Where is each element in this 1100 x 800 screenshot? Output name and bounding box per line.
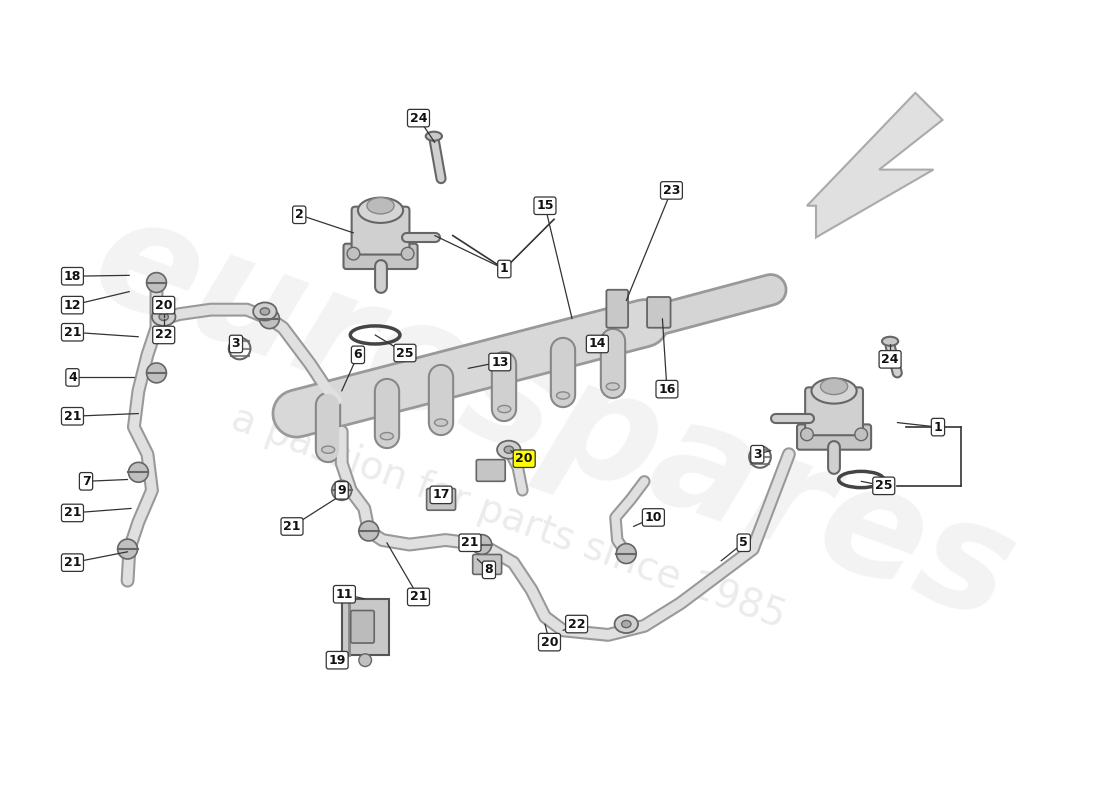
Polygon shape — [807, 93, 943, 238]
Text: 4: 4 — [68, 371, 77, 384]
Text: 22: 22 — [155, 329, 173, 342]
Text: 22: 22 — [568, 618, 585, 630]
Ellipse shape — [615, 615, 638, 633]
Ellipse shape — [152, 308, 176, 326]
Ellipse shape — [497, 441, 520, 458]
FancyBboxPatch shape — [342, 598, 388, 654]
Text: 25: 25 — [396, 346, 414, 359]
Text: 24: 24 — [881, 353, 899, 366]
FancyBboxPatch shape — [351, 610, 374, 643]
Circle shape — [855, 428, 868, 441]
Circle shape — [118, 539, 138, 559]
Text: 25: 25 — [874, 479, 892, 492]
Text: 23: 23 — [663, 184, 680, 197]
Text: 20: 20 — [155, 298, 173, 312]
Text: 8: 8 — [485, 563, 493, 576]
Ellipse shape — [261, 308, 270, 315]
Circle shape — [146, 273, 166, 293]
Text: 16: 16 — [658, 382, 675, 396]
Text: 15: 15 — [536, 199, 553, 212]
Ellipse shape — [358, 198, 403, 223]
Ellipse shape — [504, 446, 514, 454]
Circle shape — [146, 363, 166, 383]
Text: 5: 5 — [739, 536, 748, 550]
FancyBboxPatch shape — [476, 460, 505, 482]
FancyBboxPatch shape — [805, 387, 864, 435]
Text: 21: 21 — [64, 326, 81, 338]
Ellipse shape — [606, 383, 619, 390]
Circle shape — [359, 654, 372, 666]
Circle shape — [402, 247, 414, 260]
Ellipse shape — [882, 337, 899, 346]
Ellipse shape — [160, 314, 168, 321]
Text: 14: 14 — [588, 338, 606, 350]
Text: 21: 21 — [64, 556, 81, 569]
Ellipse shape — [434, 419, 448, 426]
Ellipse shape — [498, 406, 510, 413]
FancyBboxPatch shape — [798, 424, 871, 450]
Text: 21: 21 — [284, 520, 300, 533]
Circle shape — [260, 309, 279, 329]
Text: 21: 21 — [64, 506, 81, 519]
Text: 2: 2 — [295, 208, 304, 222]
Text: 12: 12 — [64, 298, 81, 312]
FancyBboxPatch shape — [647, 297, 671, 328]
Ellipse shape — [253, 302, 276, 321]
Text: 21: 21 — [409, 590, 427, 603]
FancyBboxPatch shape — [606, 290, 628, 328]
Text: 1: 1 — [934, 421, 943, 434]
Circle shape — [472, 534, 492, 554]
Ellipse shape — [821, 378, 848, 394]
Text: 13: 13 — [491, 355, 508, 369]
Text: eurospares: eurospares — [75, 183, 1033, 654]
Text: 20: 20 — [541, 636, 558, 649]
Circle shape — [801, 428, 813, 441]
Text: 11: 11 — [336, 588, 353, 601]
Text: 21: 21 — [64, 410, 81, 422]
Text: 20: 20 — [516, 452, 532, 466]
Text: 18: 18 — [64, 270, 81, 282]
Circle shape — [359, 521, 378, 541]
Circle shape — [129, 462, 149, 482]
Ellipse shape — [321, 446, 334, 454]
FancyBboxPatch shape — [343, 244, 418, 269]
Text: 21: 21 — [461, 536, 478, 550]
Text: 9: 9 — [338, 484, 346, 497]
FancyBboxPatch shape — [473, 554, 502, 574]
Ellipse shape — [367, 198, 394, 214]
FancyBboxPatch shape — [427, 489, 455, 510]
Ellipse shape — [426, 132, 442, 141]
Ellipse shape — [812, 378, 857, 404]
Text: 6: 6 — [353, 348, 362, 362]
Text: 3: 3 — [232, 338, 240, 350]
Circle shape — [348, 247, 360, 260]
Text: 19: 19 — [329, 654, 345, 666]
Text: 1: 1 — [499, 262, 508, 275]
Text: 17: 17 — [432, 488, 450, 502]
Circle shape — [332, 481, 352, 500]
Text: 24: 24 — [409, 112, 427, 125]
Text: 3: 3 — [754, 448, 761, 461]
Text: a passion for parts since 1985: a passion for parts since 1985 — [227, 399, 791, 636]
Text: 10: 10 — [645, 511, 662, 524]
Circle shape — [616, 544, 636, 563]
Ellipse shape — [557, 392, 570, 399]
Ellipse shape — [381, 433, 394, 440]
Ellipse shape — [621, 621, 631, 628]
FancyBboxPatch shape — [352, 206, 409, 254]
Text: 7: 7 — [81, 475, 90, 488]
